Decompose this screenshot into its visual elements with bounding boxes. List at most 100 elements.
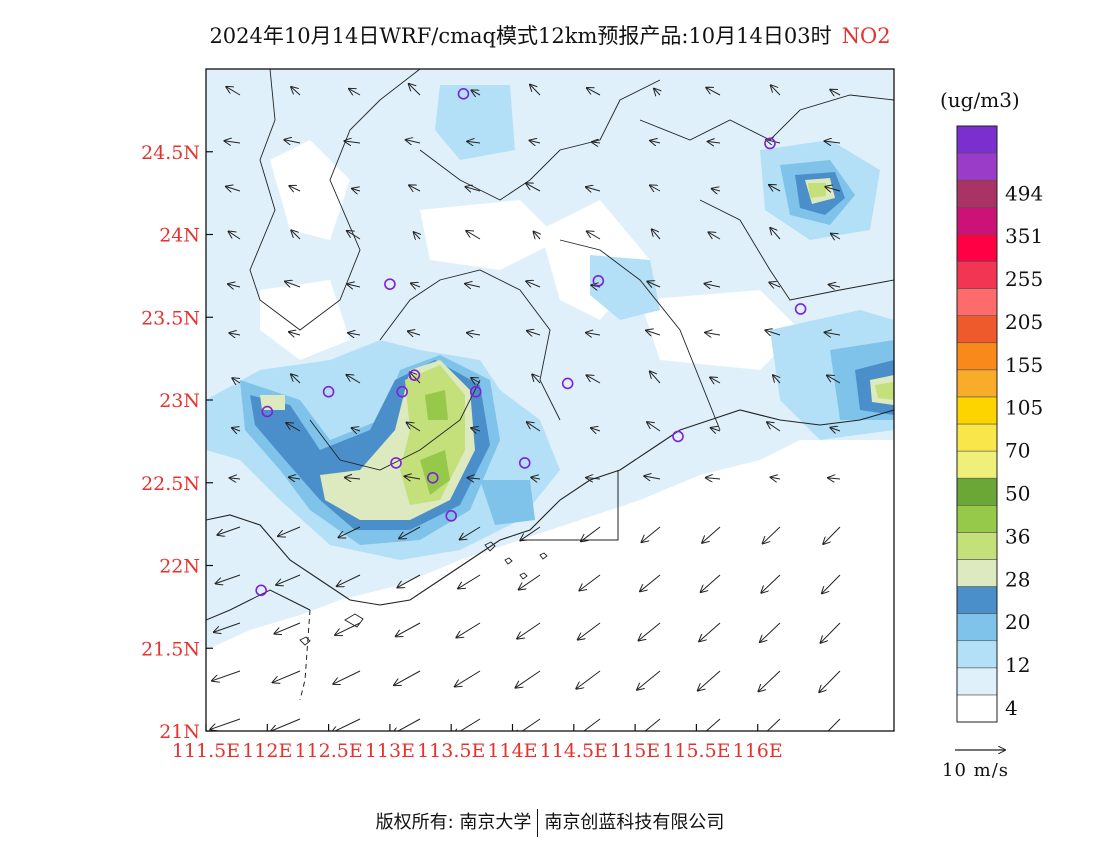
wind-arrow — [458, 574, 481, 589]
y-tick-label: 21.5N — [141, 638, 200, 660]
wind-arrow — [586, 333, 601, 335]
wind-arrow — [769, 185, 781, 191]
boundary-line — [520, 470, 619, 541]
y-tick-label: 22N — [159, 556, 200, 578]
wind-arrow — [650, 371, 661, 384]
wind-arrow — [530, 85, 541, 96]
wind-arrow — [517, 622, 541, 639]
wind-arrow — [829, 284, 841, 287]
colorbar-swatch — [956, 532, 998, 560]
wind-arrow — [232, 428, 241, 431]
colorbar-label: 105 — [1005, 396, 1043, 420]
wind-arrow — [763, 526, 781, 543]
copyright-owner: 版权所有: 南京大学 — [375, 812, 532, 833]
wind-arrow — [761, 574, 781, 593]
y-tick-label: 24N — [159, 225, 200, 247]
map-title-main: 2024年10月14日WRF/cmaq模式12km预报产品:10月14日03时 — [209, 24, 832, 48]
colorbar-label: 255 — [1005, 267, 1043, 291]
wind-arrow — [527, 422, 541, 432]
wind-arrow — [335, 622, 361, 635]
wind-arrow — [271, 718, 301, 731]
copyright-company: 南京创蓝科技有限公司 — [544, 812, 725, 833]
station-marker — [469, 385, 482, 398]
wind-arrow — [646, 330, 661, 335]
wind-arrow — [769, 282, 781, 287]
wind-arrow — [827, 718, 841, 731]
y-tick-label: 23.5N — [141, 307, 200, 329]
wind-arrow — [414, 232, 420, 239]
boundary-line — [249, 69, 421, 331]
y-tick-label: 22.5N — [141, 473, 200, 495]
station-marker — [322, 385, 335, 398]
y-tick-label: 24.5N — [141, 142, 200, 164]
x-tick-label: 114E — [487, 740, 537, 762]
wind-arrow — [640, 574, 661, 591]
x-tick-label: 113.5E — [417, 740, 485, 762]
wind-arrow — [702, 526, 721, 543]
colorbar-swatch — [956, 667, 998, 696]
wind-arrow — [821, 622, 841, 643]
wind-arrow — [345, 477, 361, 479]
wind-arrow — [766, 140, 781, 143]
colorbar-swatch — [956, 288, 998, 316]
colorbar: 4 12 20 28 36 50 70 105 155 205 255 351 494 — [956, 125, 1043, 723]
wind-arrow — [701, 574, 721, 592]
wind-arrow — [650, 141, 661, 143]
wind-arrow — [394, 670, 421, 685]
colorbar-label: 351 — [1005, 224, 1043, 248]
wind-arrow — [273, 670, 301, 682]
colorbar-swatch — [956, 261, 998, 289]
boundary-line — [699, 199, 894, 301]
wind-arrow — [591, 428, 601, 431]
wind-arrow — [411, 283, 421, 287]
wind-arrow — [407, 422, 421, 432]
wind-arrow — [771, 477, 781, 479]
wind-arrow — [760, 622, 781, 642]
station-marker — [794, 303, 807, 315]
wind-arrow — [274, 622, 301, 634]
wind-arrow — [352, 428, 361, 431]
coastline — [206, 409, 894, 606]
station-marker — [408, 369, 421, 381]
station-marker — [384, 278, 396, 290]
level-50-region — [808, 183, 826, 198]
wind-arrow — [228, 284, 241, 287]
wind-arrow — [708, 232, 721, 240]
wind-arrow — [229, 333, 241, 335]
species-label: NO2 — [841, 24, 891, 48]
wind-arrow — [830, 90, 841, 95]
wind-arrow — [647, 282, 661, 287]
wind-arrow — [765, 330, 781, 335]
wind-arrow — [532, 374, 541, 384]
wind-arrow — [705, 718, 721, 731]
wind-arrow — [527, 331, 541, 335]
wind-arrow — [647, 422, 661, 432]
station-marker — [518, 457, 531, 469]
wind-arrow — [704, 284, 721, 287]
wind-arrow — [644, 476, 661, 479]
colorbar-swatch — [956, 342, 998, 371]
copyright-footer: 版权所有: 南京大学 南京创蓝科技有限公司 — [0, 808, 1100, 837]
wind-arrow — [592, 142, 601, 143]
y-tick-label: 21N — [159, 721, 200, 743]
wind-arrow — [771, 85, 781, 96]
colorbar-label: 50 — [1005, 482, 1030, 506]
clean-patch — [260, 280, 350, 360]
colorbar-label: 70 — [1005, 439, 1030, 463]
wind-arrow — [526, 183, 541, 192]
station-marker — [390, 457, 402, 469]
wind-arrow — [408, 331, 421, 335]
colorbar-swatch — [956, 315, 998, 344]
station-marker — [427, 471, 439, 484]
wind-arrow — [766, 718, 781, 731]
wind-arrow — [406, 140, 421, 143]
wind-vectors — [210, 84, 841, 731]
wind-arrow — [699, 622, 721, 641]
station-marker — [457, 88, 470, 100]
wind-arrow — [344, 141, 361, 143]
station-marker — [672, 430, 684, 443]
wind-arrow — [586, 478, 601, 479]
wind-arrow — [225, 141, 241, 143]
wind-arrow — [471, 90, 481, 95]
